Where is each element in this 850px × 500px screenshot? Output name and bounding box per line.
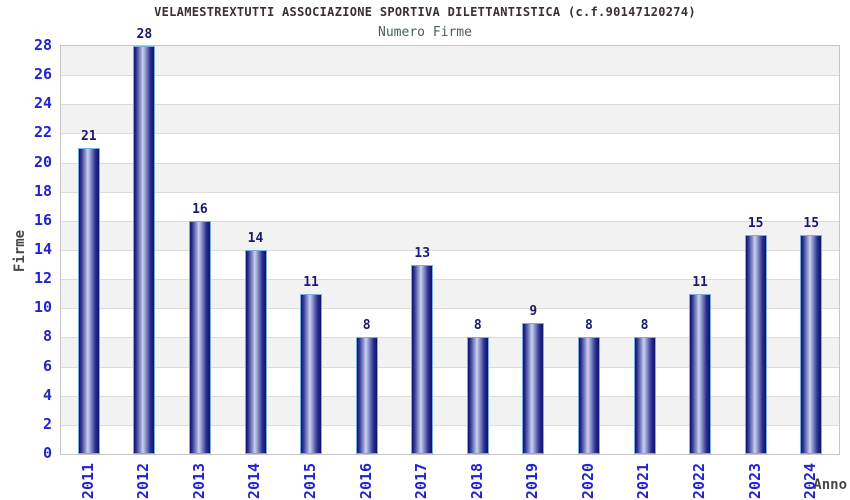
bar-2024 [800,235,823,454]
y-tick-label: 4 [42,385,52,404]
y-tick-label: 22 [33,123,52,142]
grid-band [61,220,839,250]
grid-band [61,395,839,425]
x-tick-label: 2015 [289,459,331,500]
grid-band [61,308,839,338]
y-tick-label: 0 [42,444,52,462]
x-tick-label-text: 2022 [690,462,709,500]
chart-title: VELAMESTREXTUTTI ASSOCIAZIONE SPORTIVA D… [154,5,696,19]
y-tick-label: 10 [33,298,52,317]
bar-2012 [133,46,156,454]
bar-2014 [244,250,267,454]
bar-value-label: 15 [747,216,764,232]
x-tick-label: 2014 [234,459,276,500]
x-tick-label-text: 2021 [634,462,653,500]
x-tick-label-text: 2012 [134,462,153,500]
bar-value-label: 9 [529,303,538,319]
grid-band [61,46,839,76]
bar-2011 [77,148,100,454]
x-tick-label-text: 2014 [245,462,264,500]
grid-band [61,133,839,163]
bar-2013 [188,220,211,454]
x-tick-label-text: 2015 [301,462,320,500]
grid-band [61,162,839,192]
bar-2016 [355,337,378,454]
bar-value-label: 8 [585,318,593,334]
y-tick-label: 18 [33,181,52,200]
x-tick-label-text: 2020 [578,462,597,500]
grid-band [61,366,839,396]
y-tick-label: 2 [42,414,52,433]
bar-2022 [689,293,712,454]
bar-2015 [300,293,323,454]
bar-value-label: 16 [192,201,208,217]
x-tick-label: 2021 [623,459,665,500]
x-tick-label-text: 2019 [523,462,542,500]
y-tick-label: 8 [42,327,52,346]
y-tick-label: 24 [33,94,52,113]
grid-band [61,337,839,367]
x-tick-label: 2023 [734,459,776,500]
x-tick-label: 2018 [456,459,498,500]
x-tick-label: 2016 [345,459,387,500]
chart-subtitle: Numero Firme [378,25,472,40]
y-tick-label: 20 [33,152,52,171]
plot-area: 21 28 16 14 11 8 13 8 9 8 8 11 15 15 [60,28,840,455]
y-tick-label: 28 [33,36,52,54]
x-tick-label-text: 2017 [412,462,431,500]
bar-2021 [633,337,656,454]
x-tick-label-text: 2013 [189,462,208,500]
bar-2023 [744,235,767,454]
bar-value-label: 15 [803,216,820,232]
x-tick-label: 2017 [400,459,442,500]
x-tick-label: 2024 [789,459,831,500]
grid-band [61,75,839,105]
bar-value-label: 8 [640,318,649,334]
bar-2017 [411,264,434,454]
y-tick-label: 12 [33,269,52,288]
x-tick-label-text: 2024 [801,462,820,500]
bar-2018 [466,337,489,454]
bar-value-label: 11 [303,274,319,290]
bar-2020 [577,337,600,454]
x-tick-label: 2020 [567,459,609,500]
x-axis-title: Anno [813,477,847,493]
y-tick-label: 6 [42,356,52,375]
bar-value-label: 13 [414,245,431,261]
bar-value-label: 11 [692,274,708,290]
bar-value-label: 14 [247,231,264,246]
x-tick-label-text: 2016 [356,462,375,500]
grid-band [61,250,839,280]
bar-value-label: 28 [136,27,153,42]
grid-band [61,104,839,134]
bar-value-label: 21 [80,129,97,144]
x-tick-label-text: 2018 [467,462,486,500]
x-tick-label-text: 2023 [745,462,764,500]
y-tick-label: 16 [33,210,52,229]
x-tick-label: 2019 [511,459,553,500]
grid-band [61,424,839,454]
x-tick-label: 2013 [178,459,220,500]
grid-band [61,191,839,221]
grid-band [61,279,839,309]
bar-value-label: 8 [473,318,482,334]
x-tick-label: 2011 [67,459,109,500]
y-tick-label: 14 [33,240,52,258]
y-tick-label: 26 [33,65,52,84]
x-tick-label: 2012 [122,459,164,500]
x-tick-label-text: 2011 [78,462,97,500]
bar-value-label: 8 [362,318,371,334]
bar-2019 [522,322,545,454]
x-tick-label: 2022 [678,459,720,500]
